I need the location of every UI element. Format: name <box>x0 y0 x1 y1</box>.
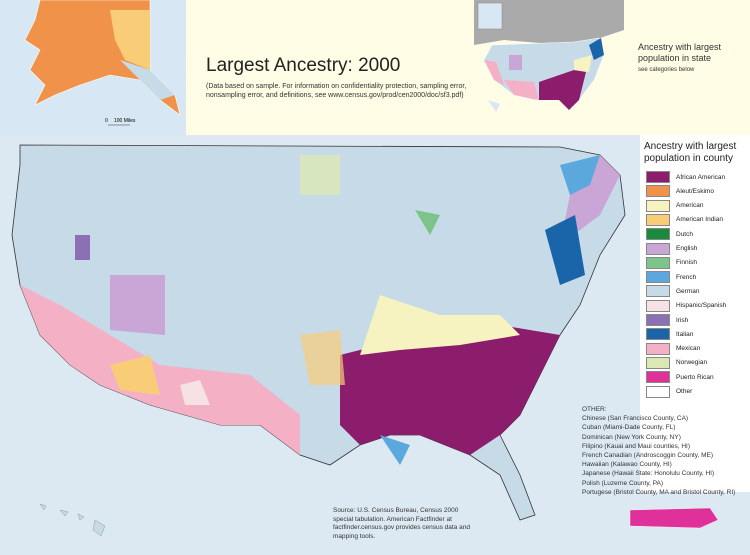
legend-label: American Indian <box>676 216 723 224</box>
legend-swatch <box>646 185 670 198</box>
scale-zero: 0 <box>105 118 108 124</box>
legend-label: Norwegian <box>676 359 708 367</box>
source-note: Source: U.S. Census Bureau, Census 2000 … <box>333 507 470 540</box>
legend-swatch <box>646 371 670 384</box>
legend-swatch <box>646 242 670 255</box>
legend-label: German <box>676 287 700 295</box>
region-american <box>360 295 520 355</box>
legend-label: English <box>676 245 698 252</box>
other-item: French Canadian (Androscoggin County, ME… <box>582 452 714 460</box>
legend-title: Ancestry with largest population in coun… <box>644 141 737 164</box>
legend-label: French <box>676 273 697 281</box>
state-inset-map <box>474 0 624 135</box>
legend-label: Aleut/Eskimo <box>676 187 714 195</box>
alaska-inset: 0 100 Miles <box>0 0 186 135</box>
legend-swatch <box>646 171 670 183</box>
legend-swatch <box>646 271 670 284</box>
main-county-map <box>0 135 640 555</box>
legend-item: Aleut/Eskimo <box>646 184 714 198</box>
other-item: Cuban (Miami-Dade County, FL) <box>582 424 676 432</box>
other-item: Hawaiian (Kalawao County, HI) <box>582 461 672 469</box>
legend-item: English <box>646 242 697 256</box>
other-heading: OTHER: <box>582 406 607 413</box>
legend-swatch <box>646 385 670 398</box>
state-inset-subtitle: see categories below <box>638 67 695 73</box>
other-item: Portugese (Bristol County, MA and Bristo… <box>582 488 736 496</box>
legend-label: Finnish <box>676 259 697 267</box>
legend-swatch <box>646 256 670 269</box>
region-american-indian-az <box>110 355 160 395</box>
legend-label: Puerto Rican <box>676 373 714 381</box>
region-mexican <box>20 285 300 455</box>
region-french <box>560 155 600 195</box>
other-item: Japanese (Hawaii State: Honolulu County,… <box>582 470 715 478</box>
legend-label: Dutch <box>676 230 693 238</box>
legend-swatch <box>646 285 670 298</box>
legend-swatch <box>646 299 670 312</box>
other-item: Chinese (San Francisco County, CA) <box>582 415 689 423</box>
puerto-rico-inset <box>600 492 750 555</box>
legend-swatch <box>646 356 670 369</box>
legend-label: African American <box>676 173 726 181</box>
legend-label: Mexican <box>676 345 701 353</box>
region-english-utah <box>110 275 165 335</box>
legend-item: Irish <box>646 313 688 327</box>
alaska-american-indian <box>110 10 150 70</box>
legend-swatch <box>646 314 670 326</box>
region-african-american <box>340 325 560 455</box>
alaska-german <box>120 60 175 100</box>
legend-swatch <box>646 342 670 355</box>
legend-swatch <box>646 213 670 226</box>
legend-item: French <box>646 270 696 284</box>
legend-item: Italian <box>646 327 693 341</box>
legend-item: Finnish <box>646 256 697 270</box>
legend-swatch <box>646 199 670 212</box>
legend-swatch <box>646 328 670 341</box>
other-ancestries-list: OTHER: Chinese (San Francisco County, CA… <box>582 405 735 497</box>
legend-label: Italian <box>676 330 694 338</box>
legend-item: African American <box>646 170 725 184</box>
legend-item: Norwegian <box>646 356 707 370</box>
legend-swatch <box>646 228 670 241</box>
legend-item: Hispanic/Spanish <box>646 299 726 313</box>
scale-miles: 100 Miles <box>114 118 136 124</box>
data-note: (Data based on sample. For information o… <box>206 83 467 99</box>
region-italian <box>545 215 585 285</box>
other-item: Filipino (Kauai and Maui counties, HI) <box>582 442 691 450</box>
state-inset-title: Ancestry with largest population in stat… <box>638 42 722 63</box>
legend: Ancestry with largest population in coun… <box>640 138 750 400</box>
legend-label: Other <box>676 388 693 395</box>
other-item: Polish (Luzerne County, PA) <box>582 479 664 487</box>
legend-item: American <box>646 199 703 213</box>
legend-item: Mexican <box>646 342 700 356</box>
legend-item: German <box>646 284 699 298</box>
legend-label: Hispanic/Spanish <box>676 302 727 310</box>
legend-label: Irish <box>676 316 689 324</box>
hawaii-inset <box>0 492 150 555</box>
page-title: Largest Ancestry: 2000 <box>206 55 401 76</box>
legend-item: Puerto Rican <box>646 370 714 384</box>
legend-item: Other <box>646 385 692 399</box>
legend-item: American Indian <box>646 213 723 227</box>
other-item: Dominican (New York County, NY) <box>582 433 681 441</box>
legend-item: Dutch <box>646 227 693 241</box>
legend-label: American <box>676 202 704 210</box>
